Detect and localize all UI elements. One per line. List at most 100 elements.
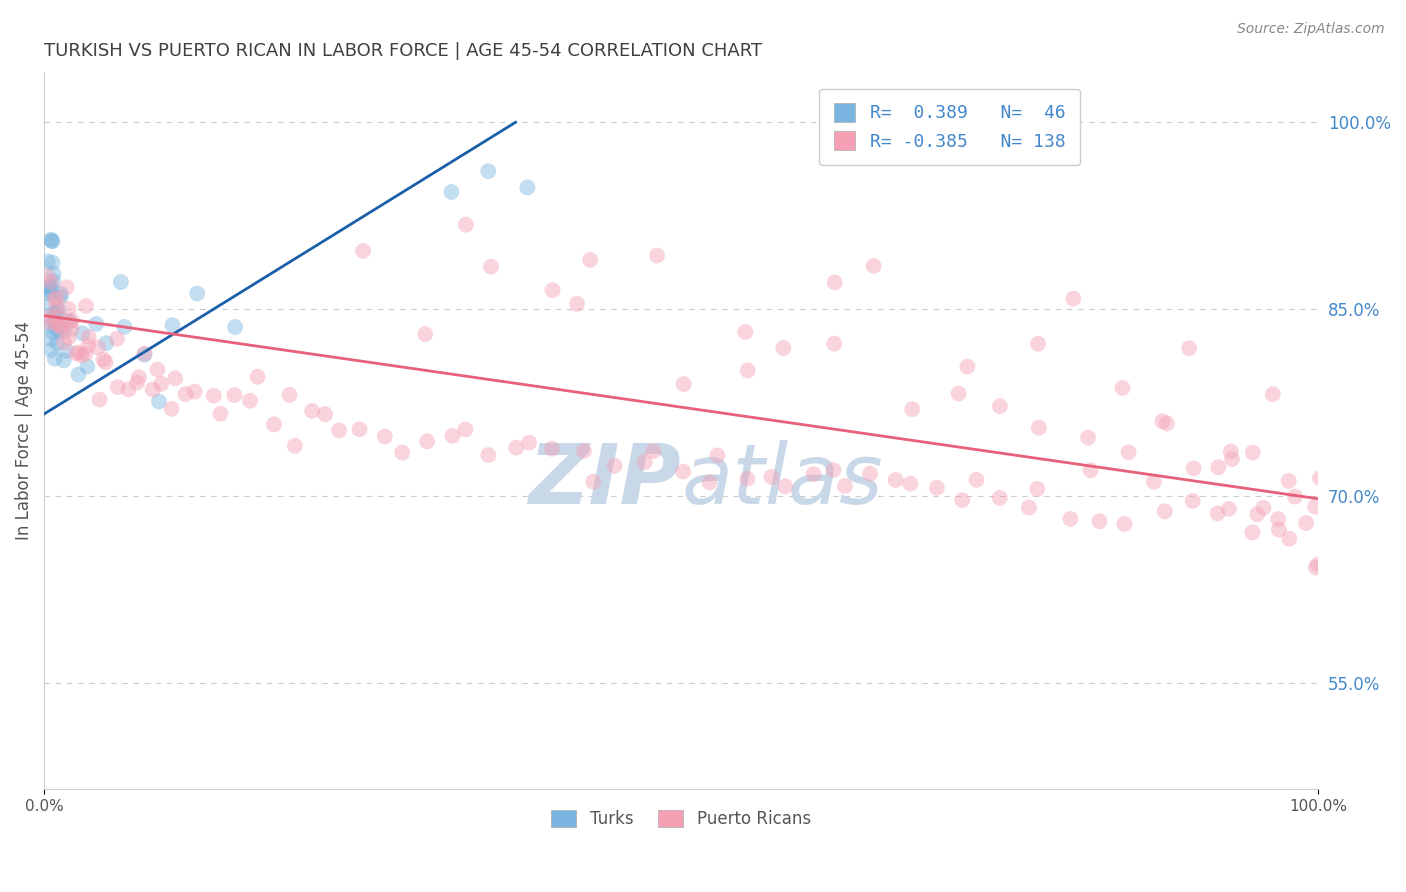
- Point: [53, 335, 76, 350]
- Point: [823, 463, 845, 477]
- Point: [1118, 445, 1140, 459]
- Point: [45, 336, 67, 351]
- Point: [1295, 516, 1317, 530]
- Point: [1220, 452, 1243, 467]
- Point: [134, 348, 156, 362]
- Point: [441, 429, 464, 443]
- Point: [517, 435, 540, 450]
- Point: [44, 307, 66, 321]
- Point: [965, 473, 987, 487]
- Point: [672, 465, 695, 479]
- Text: atlas: atlas: [681, 441, 883, 522]
- Point: [146, 362, 169, 376]
- Point: [49, 318, 72, 333]
- Point: [773, 479, 796, 493]
- Point: [67, 368, 90, 382]
- Point: [52, 324, 75, 338]
- Point: [160, 401, 183, 416]
- Point: [44, 351, 66, 366]
- Text: Source: ZipAtlas.com: Source: ZipAtlas.com: [1237, 22, 1385, 37]
- Point: [107, 380, 129, 394]
- Point: [110, 275, 132, 289]
- Point: [37, 254, 59, 268]
- Point: [52, 353, 75, 368]
- Point: [89, 392, 111, 407]
- Point: [1080, 463, 1102, 477]
- Point: [56, 280, 79, 294]
- Point: [1059, 512, 1081, 526]
- Point: [901, 402, 924, 417]
- Point: [1077, 431, 1099, 445]
- Point: [48, 324, 70, 338]
- Point: [948, 386, 970, 401]
- Point: [142, 383, 165, 397]
- Point: [834, 479, 856, 493]
- Legend: Turks, Puerto Ricans: Turks, Puerto Ricans: [544, 803, 817, 835]
- Point: [162, 318, 184, 332]
- Point: [183, 384, 205, 399]
- Point: [75, 299, 97, 313]
- Point: [165, 371, 187, 385]
- Point: [202, 389, 225, 403]
- Point: [51, 320, 73, 334]
- Point: [42, 267, 65, 281]
- Point: [38, 286, 60, 301]
- Point: [413, 327, 436, 342]
- Point: [39, 275, 62, 289]
- Point: [516, 180, 538, 194]
- Point: [41, 255, 63, 269]
- Point: [284, 439, 307, 453]
- Point: [1026, 336, 1049, 351]
- Point: [70, 349, 93, 363]
- Point: [38, 318, 60, 333]
- Point: [44, 292, 66, 306]
- Point: [956, 359, 979, 374]
- Point: [45, 304, 67, 318]
- Point: [60, 322, 83, 336]
- Point: [84, 317, 107, 331]
- Point: [148, 394, 170, 409]
- Point: [1278, 474, 1301, 488]
- Point: [301, 404, 323, 418]
- Point: [58, 314, 80, 328]
- Point: [41, 234, 63, 248]
- Point: [1253, 500, 1275, 515]
- Point: [1303, 500, 1326, 514]
- Point: [38, 315, 60, 329]
- Point: [114, 319, 136, 334]
- Point: [46, 309, 69, 323]
- Point: [77, 330, 100, 344]
- Point: [1206, 507, 1229, 521]
- Point: [38, 310, 60, 325]
- Point: [39, 285, 62, 300]
- Point: [898, 476, 921, 491]
- Point: [58, 301, 80, 316]
- Point: [582, 475, 605, 489]
- Point: [39, 343, 62, 357]
- Point: [565, 297, 588, 311]
- Point: [803, 467, 825, 481]
- Point: [37, 269, 59, 284]
- Point: [454, 422, 477, 436]
- Text: ZIP: ZIP: [529, 441, 681, 522]
- Point: [1156, 417, 1178, 431]
- Point: [416, 434, 439, 449]
- Point: [950, 493, 973, 508]
- Point: [699, 475, 721, 490]
- Point: [49, 287, 72, 301]
- Point: [60, 313, 83, 327]
- Point: [1206, 460, 1229, 475]
- Point: [75, 346, 97, 360]
- Point: [1241, 445, 1264, 459]
- Point: [1278, 532, 1301, 546]
- Point: [58, 330, 80, 344]
- Point: [672, 377, 695, 392]
- Point: [761, 470, 783, 484]
- Point: [239, 393, 262, 408]
- Point: [117, 383, 139, 397]
- Point: [479, 260, 502, 274]
- Point: [45, 321, 67, 335]
- Point: [278, 388, 301, 402]
- Point: [45, 317, 67, 331]
- Point: [1026, 482, 1049, 496]
